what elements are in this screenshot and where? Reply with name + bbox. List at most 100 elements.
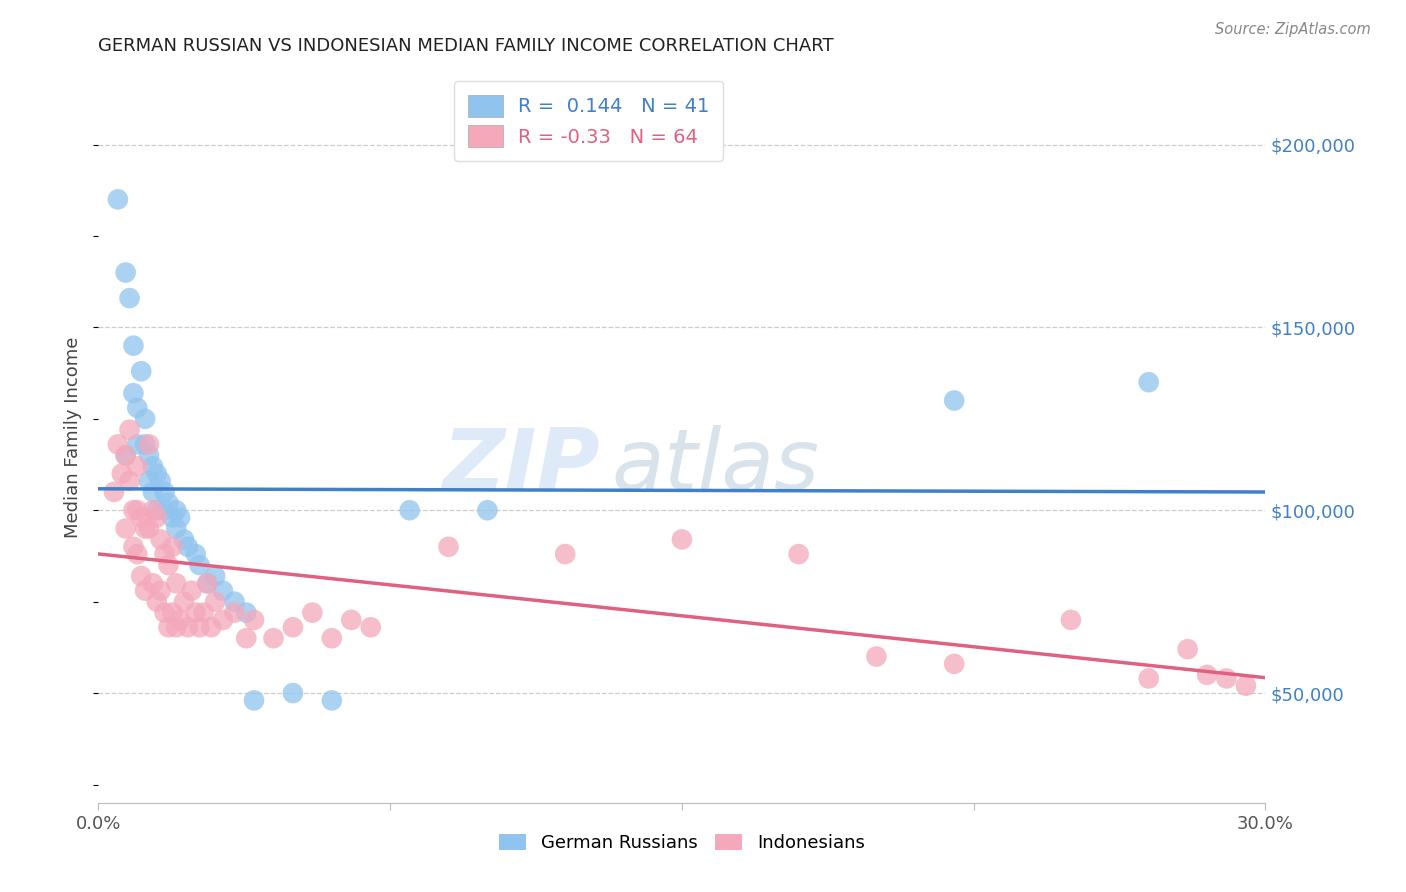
Point	[169, 510, 191, 524]
Point	[142, 459, 165, 474]
Point	[142, 484, 165, 499]
Point	[153, 484, 176, 499]
Text: GERMAN RUSSIAN VS INDONESIAN MEDIAN FAMILY INCOME CORRELATION CHART: GERMAN RUSSIAN VS INDONESIAN MEDIAN FAMI…	[98, 37, 834, 54]
Point	[787, 547, 810, 561]
Point	[235, 632, 257, 646]
Point	[224, 606, 246, 620]
Point	[149, 533, 172, 547]
Point	[212, 613, 235, 627]
Point	[193, 606, 215, 620]
Point	[235, 606, 257, 620]
Point	[184, 606, 207, 620]
Point	[114, 521, 136, 535]
Point	[1137, 375, 1160, 389]
Point	[129, 510, 152, 524]
Point	[134, 521, 156, 535]
Point	[1177, 642, 1199, 657]
Point	[1195, 667, 1218, 681]
Point	[138, 521, 160, 535]
Point	[243, 613, 266, 627]
Point	[114, 448, 136, 462]
Point	[177, 620, 200, 634]
Point	[127, 437, 149, 451]
Point	[146, 467, 169, 481]
Point	[243, 693, 266, 707]
Point	[360, 620, 382, 634]
Point	[262, 632, 284, 646]
Point	[188, 620, 211, 634]
Point	[149, 583, 172, 598]
Point	[107, 192, 129, 206]
Point	[114, 266, 136, 280]
Point	[162, 606, 184, 620]
Point	[1234, 679, 1257, 693]
Point	[671, 533, 693, 547]
Point	[153, 606, 176, 620]
Point	[165, 521, 187, 535]
Point	[1060, 613, 1083, 627]
Point	[122, 540, 145, 554]
Point	[204, 569, 226, 583]
Point	[142, 503, 165, 517]
Point	[127, 503, 149, 517]
Point	[146, 594, 169, 608]
Point	[281, 620, 304, 634]
Point	[153, 547, 176, 561]
Point	[153, 503, 176, 517]
Point	[943, 657, 966, 671]
Point	[146, 510, 169, 524]
Point	[162, 540, 184, 554]
Point	[129, 569, 152, 583]
Point	[184, 547, 207, 561]
Point	[200, 620, 222, 634]
Point	[165, 620, 187, 634]
Point	[398, 503, 420, 517]
Text: ZIP: ZIP	[443, 425, 600, 508]
Point	[173, 533, 195, 547]
Point	[157, 620, 180, 634]
Point	[224, 594, 246, 608]
Point	[281, 686, 304, 700]
Point	[321, 693, 343, 707]
Point	[107, 437, 129, 451]
Point	[554, 547, 576, 561]
Point	[180, 583, 202, 598]
Point	[111, 467, 134, 481]
Point	[321, 632, 343, 646]
Point	[146, 503, 169, 517]
Text: Source: ZipAtlas.com: Source: ZipAtlas.com	[1215, 22, 1371, 37]
Point	[195, 576, 218, 591]
Point	[477, 503, 499, 517]
Point	[122, 386, 145, 401]
Point	[142, 576, 165, 591]
Point	[129, 364, 152, 378]
Text: atlas: atlas	[612, 425, 820, 508]
Point	[118, 291, 141, 305]
Point	[118, 474, 141, 488]
Point	[865, 649, 887, 664]
Point	[437, 540, 460, 554]
Point	[127, 547, 149, 561]
Point	[114, 448, 136, 462]
Point	[212, 583, 235, 598]
Point	[195, 576, 218, 591]
Point	[149, 474, 172, 488]
Point	[134, 437, 156, 451]
Point	[173, 594, 195, 608]
Point	[943, 393, 966, 408]
Point	[122, 338, 145, 352]
Point	[157, 558, 180, 573]
Point	[177, 540, 200, 554]
Point	[204, 594, 226, 608]
Point	[122, 503, 145, 517]
Legend: German Russians, Indonesians: German Russians, Indonesians	[492, 827, 872, 860]
Point	[103, 484, 125, 499]
Point	[1137, 672, 1160, 686]
Point	[157, 496, 180, 510]
Point	[165, 576, 187, 591]
Point	[340, 613, 363, 627]
Point	[165, 503, 187, 517]
Point	[127, 459, 149, 474]
Point	[118, 423, 141, 437]
Point	[138, 474, 160, 488]
